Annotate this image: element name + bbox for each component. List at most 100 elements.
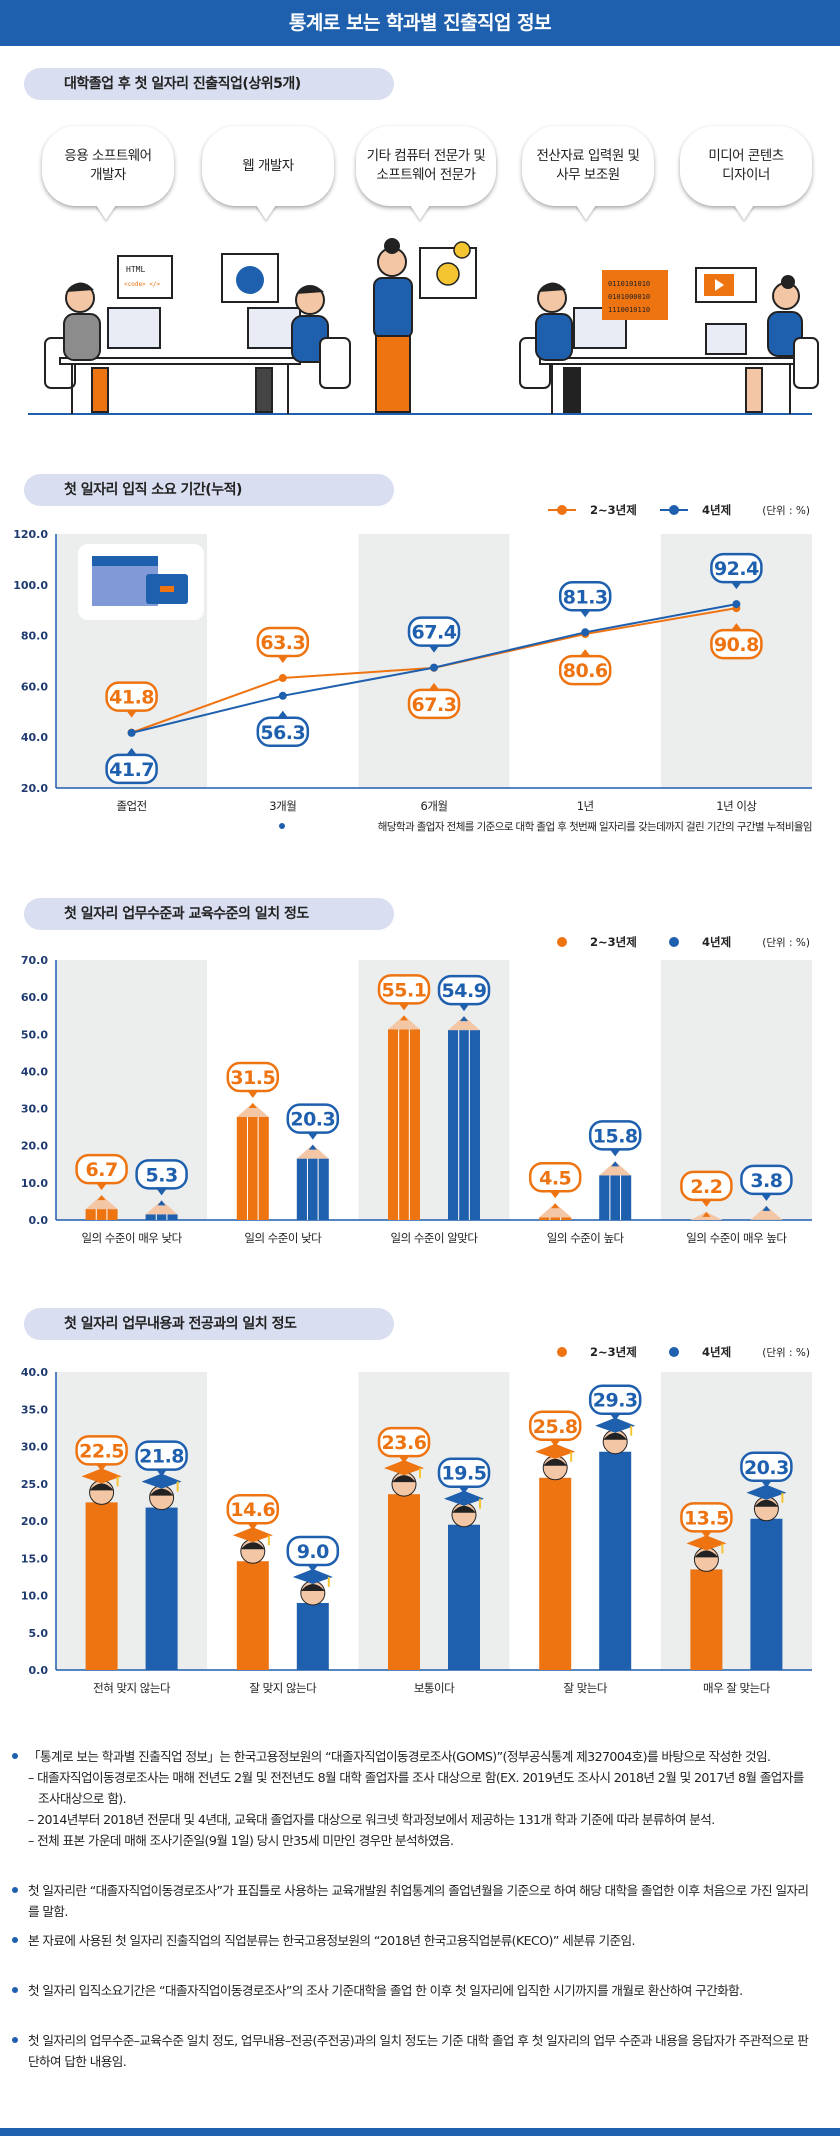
html-card-code: <code> </> bbox=[124, 281, 161, 288]
data-label-pointer bbox=[155, 1187, 168, 1196]
data-label-pointer bbox=[609, 1148, 622, 1157]
data-label-text: 90.8 bbox=[714, 634, 759, 656]
footnote-item: 「통계로 보는 학과별 진출직업 정보」는 한국고용정보원의 “대졸자직업이동경… bbox=[12, 1746, 818, 1851]
pencil-lead bbox=[308, 1144, 317, 1150]
data-label: 54.9 bbox=[437, 974, 491, 1012]
footnote-text: 첫 일자리란 “대졸자직업이동경로조사”가 표집틀로 사용하는 교육개발원 취업… bbox=[28, 1883, 809, 1919]
data-label: 92.4 bbox=[710, 552, 763, 590]
x-category-label: 매우 잘 맞는다 bbox=[703, 1681, 771, 1695]
unit-label: (단위 : %) bbox=[762, 936, 810, 949]
bar bbox=[599, 1175, 632, 1220]
pencil-lead bbox=[762, 1205, 771, 1211]
bar bbox=[750, 1518, 783, 1670]
data-label-pointer bbox=[276, 710, 289, 719]
section-title-period: 첫 일자리 입직 소요 기간(누적) bbox=[24, 474, 394, 506]
monitor-icon bbox=[107, 307, 161, 349]
bar bbox=[690, 1569, 723, 1670]
data-label-pointer bbox=[398, 1002, 410, 1011]
pencil-tip bbox=[388, 1015, 420, 1030]
x-category-label: 일의 수준이 알맞다 bbox=[391, 1231, 479, 1245]
data-label: 14.6 bbox=[226, 1493, 280, 1531]
data-label: 6.7 bbox=[75, 1153, 128, 1191]
y-tick-label: 100.0 bbox=[13, 579, 48, 592]
data-label-text: 29.3 bbox=[593, 1390, 638, 1412]
bar bbox=[145, 1214, 178, 1220]
data-label: 55.1 bbox=[377, 974, 431, 1011]
y-tick-label: 20.0 bbox=[21, 1515, 48, 1528]
bar bbox=[388, 1029, 420, 1220]
series-point bbox=[581, 628, 590, 637]
data-label-pointer bbox=[579, 649, 592, 658]
y-tick-label: 50.0 bbox=[21, 1028, 48, 1041]
data-label-text: 41.7 bbox=[109, 759, 154, 781]
x-category-label: 3개월 bbox=[269, 799, 296, 813]
pencil-tip bbox=[145, 1200, 178, 1215]
pencil-tip bbox=[750, 1205, 783, 1220]
footnote-subitem: – 2014년부터 2018년 전문대 및 4년대, 교육대 졸업자를 대상으로… bbox=[28, 1812, 715, 1827]
workers-right-group: 0110101010 0101000010 1110010110 bbox=[519, 267, 819, 414]
unit-label: (단위 : %) bbox=[762, 1346, 810, 1359]
bar bbox=[599, 1451, 632, 1670]
data-label: 81.3 bbox=[558, 581, 612, 618]
data-label: 9.0 bbox=[286, 1535, 340, 1572]
legend-label: 2~3년제 bbox=[590, 503, 637, 517]
footnote-item: 첫 일자리의 업무수준–교육수준 일치 정도, 업무내용–전공(주전공)과의 일… bbox=[12, 2030, 818, 2072]
x-category-label: 보통이다 bbox=[414, 1681, 455, 1695]
pencil-lead bbox=[248, 1103, 257, 1108]
data-label-text: 80.6 bbox=[563, 660, 608, 682]
bar bbox=[236, 1117, 269, 1220]
data-label-text: 31.5 bbox=[230, 1067, 275, 1089]
bar bbox=[85, 1502, 118, 1670]
legend-label: 4년제 bbox=[702, 503, 731, 517]
html-card-text: HTML bbox=[126, 265, 145, 274]
graduation-cap-icon bbox=[384, 1460, 424, 1476]
data-label-text: 19.5 bbox=[442, 1463, 487, 1485]
y-tick-label: 60.0 bbox=[21, 991, 48, 1004]
legend-label: 2~3년제 bbox=[590, 1345, 637, 1359]
category-panel bbox=[358, 1372, 510, 1670]
bar bbox=[539, 1477, 572, 1670]
job-label: 전산자료 입력원 및 사무 보조원 bbox=[536, 148, 640, 183]
pencil-tip bbox=[448, 1016, 480, 1031]
y-tick-label: 0.0 bbox=[29, 1214, 49, 1227]
pencil-tip bbox=[85, 1195, 118, 1210]
bar bbox=[448, 1030, 480, 1220]
data-label-text: 41.8 bbox=[109, 687, 154, 709]
data-label: 41.8 bbox=[105, 681, 158, 718]
job-bubble-3: 기타 컴퓨터 전문가 및 소프트웨어 전문가 bbox=[356, 126, 496, 220]
footnote-text: 본 자료에 사용된 첫 일자리 진출직업의 직업분류는 한국고용정보원의 “20… bbox=[28, 1933, 635, 1948]
chart-footnote: 해당학과 졸업자 전체를 기준으로 대학 졸업 후 첫번째 일자리를 갖는데까지… bbox=[378, 820, 812, 833]
section-title-jobs: 대학졸업 후 첫 일자리 진출직업(상위5개) bbox=[24, 68, 394, 100]
data-label-text: 15.8 bbox=[593, 1125, 638, 1147]
data-label: 2.2 bbox=[680, 1170, 733, 1207]
binary-line: 0110101010 bbox=[608, 280, 650, 288]
data-label-pointer bbox=[609, 1412, 622, 1421]
data-label-pointer bbox=[306, 1131, 319, 1140]
footnote-item: 본 자료에 사용된 첫 일자리 진출직업의 직업분류는 한국고용정보원의 “20… bbox=[12, 1930, 818, 1951]
data-label-pointer bbox=[95, 1182, 108, 1191]
graduation-cap-icon bbox=[444, 1490, 484, 1506]
y-tick-label: 10.0 bbox=[21, 1590, 48, 1603]
y-tick-label: 120.0 bbox=[13, 528, 48, 541]
y-tick-label: 20.0 bbox=[21, 1140, 48, 1153]
legend-label: 4년제 bbox=[702, 1345, 731, 1359]
data-label: 29.3 bbox=[588, 1384, 642, 1421]
graduation-cap-icon bbox=[746, 1484, 787, 1500]
job-bubble-2: 웹 개발자 bbox=[202, 126, 334, 220]
workers-left-group: HTML <code> </> bbox=[44, 253, 351, 414]
job-label: 응용 소프트웨어 개발자 bbox=[64, 148, 152, 183]
y-tick-label: 30.0 bbox=[21, 1441, 48, 1454]
calendar-briefcase-icon bbox=[78, 544, 204, 620]
person-body-icon bbox=[535, 313, 573, 361]
bullet-icon bbox=[12, 1887, 18, 1893]
student-hair bbox=[603, 1432, 628, 1440]
series-point bbox=[430, 663, 438, 672]
category-panel bbox=[207, 960, 359, 1220]
data-label-pointer bbox=[730, 623, 743, 632]
briefcase-clasp bbox=[160, 586, 174, 592]
graduation-cap-icon bbox=[595, 1417, 636, 1433]
data-label: 56.3 bbox=[256, 710, 310, 748]
chair-icon bbox=[319, 337, 351, 389]
graduation-cap-icon bbox=[232, 1527, 273, 1543]
category-panel bbox=[358, 960, 510, 1220]
